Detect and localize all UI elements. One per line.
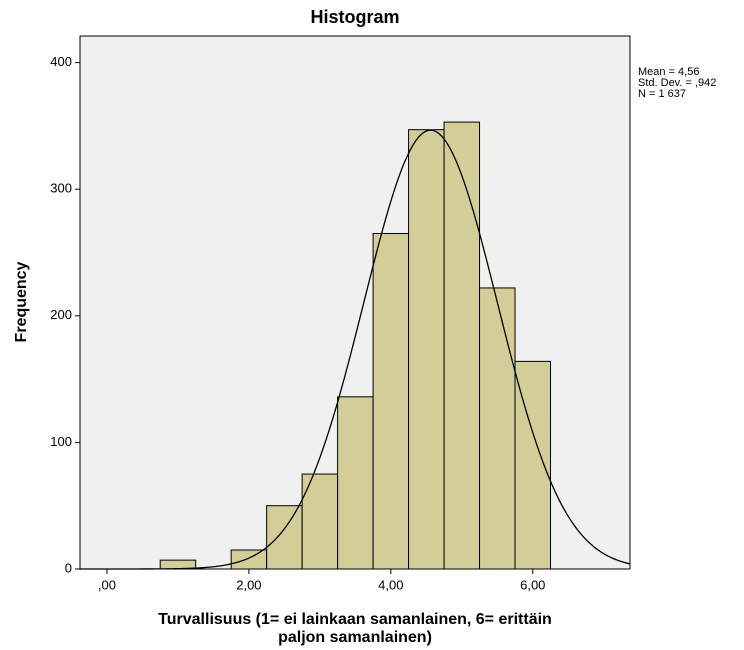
bar	[301, 473, 339, 570]
x-tick-label: 6,00	[520, 577, 545, 592]
bar	[372, 233, 410, 570]
stats-annotation: Std. Dev. = ,942	[638, 77, 716, 89]
bar	[230, 549, 268, 570]
x-tick-label: 4,00	[378, 577, 403, 592]
bar	[266, 505, 303, 570]
y-tick-label: 0	[65, 560, 72, 575]
y-tick-label: 400	[50, 54, 72, 69]
bar	[337, 396, 374, 570]
x-axis-label: Turvallisuus (1= ei lainkaan samanlainen…	[158, 611, 552, 628]
y-tick-label: 200	[50, 307, 72, 322]
bar	[408, 129, 445, 570]
y-tick-label: 100	[50, 434, 72, 449]
x-axis-label: paljon samanlainen)	[278, 629, 432, 646]
chart-title: Histogram	[310, 7, 399, 27]
stats-annotation: Mean = 4,56	[638, 66, 699, 78]
stats-annotation: N = 1 637	[638, 88, 686, 100]
normal-curve	[80, 129, 631, 570]
bar	[479, 287, 516, 570]
x-tick-label: 2,00	[236, 577, 261, 592]
y-tick-label: 300	[50, 181, 72, 196]
y-axis-label: Frequency	[13, 261, 30, 342]
x-tick-label: ,00	[98, 577, 116, 592]
bar	[443, 121, 481, 570]
